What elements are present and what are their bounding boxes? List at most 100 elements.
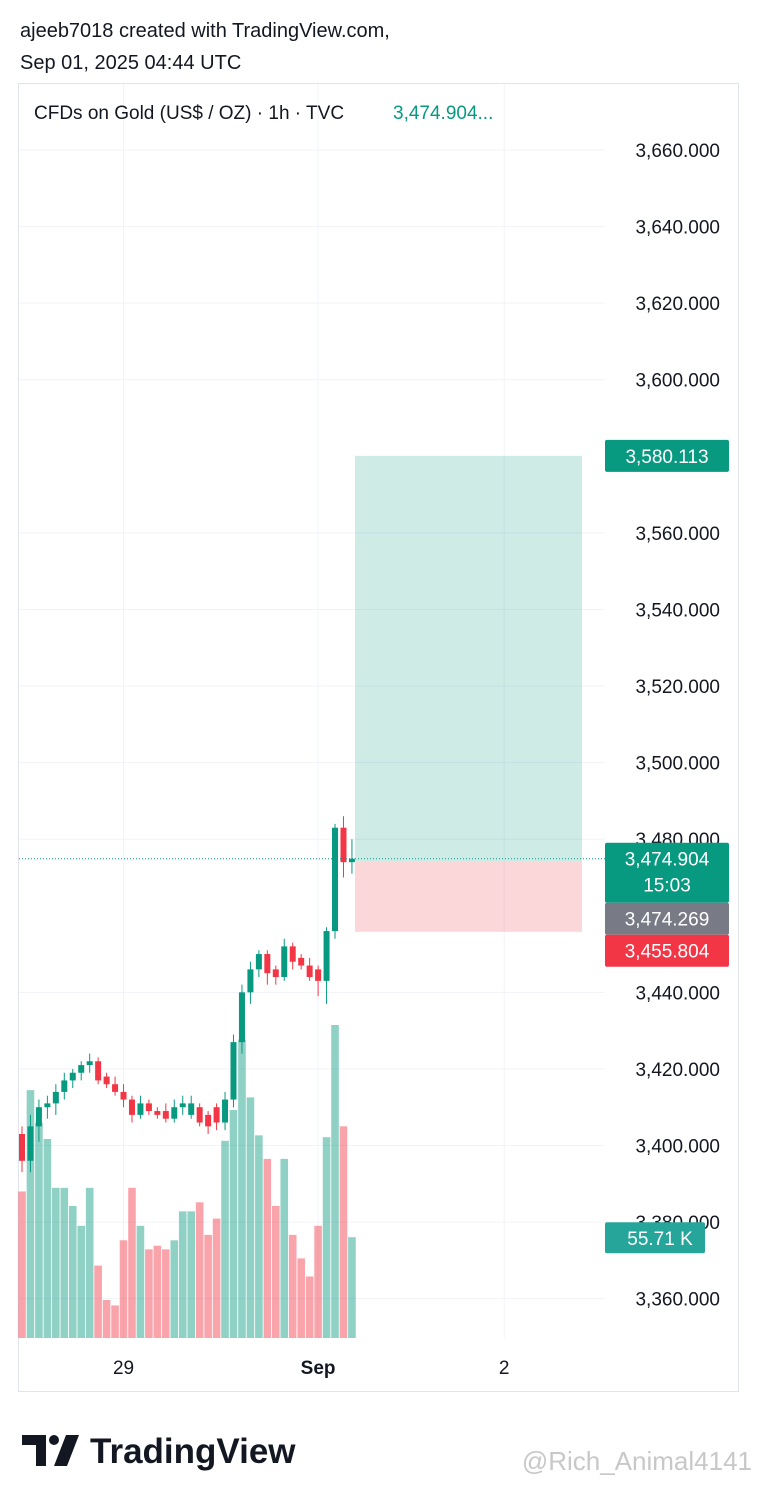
candle-body bbox=[213, 1107, 220, 1123]
volume-bar bbox=[162, 1249, 170, 1338]
candle-body bbox=[238, 992, 245, 1043]
brand-logo bbox=[22, 1435, 79, 1466]
candle-body bbox=[27, 1126, 34, 1161]
candle-body bbox=[289, 946, 296, 962]
volume-bar bbox=[195, 1202, 204, 1338]
candle-body bbox=[281, 946, 288, 978]
volume-bar bbox=[111, 1305, 119, 1338]
volume-bar bbox=[348, 1237, 356, 1338]
volume-label-box bbox=[605, 1222, 705, 1254]
volume-bar bbox=[272, 1205, 280, 1338]
entry-label-text: 3,474.269 bbox=[625, 910, 710, 931]
y-tick-label: 3,360.000 bbox=[635, 1290, 720, 1311]
volume-bar bbox=[263, 1158, 272, 1338]
candle-body bbox=[332, 827, 339, 932]
stop-zone bbox=[355, 861, 582, 932]
candle-body bbox=[61, 1080, 68, 1092]
volume-bar bbox=[68, 1205, 77, 1338]
chart-frame bbox=[18, 83, 739, 1392]
volume-bar bbox=[178, 1211, 187, 1338]
candle-body bbox=[340, 827, 347, 863]
candle-body bbox=[95, 1061, 102, 1081]
watermark: @Rich_Animal4141 bbox=[522, 1446, 752, 1476]
volume-label: 55.71 K bbox=[627, 1229, 693, 1250]
volume-bar bbox=[60, 1187, 69, 1338]
candle-body bbox=[86, 1061, 93, 1066]
volume-bar bbox=[153, 1245, 162, 1338]
target-label-box bbox=[605, 439, 729, 472]
candle-body bbox=[78, 1065, 85, 1073]
candle-body bbox=[179, 1103, 186, 1108]
last-price-label-box bbox=[605, 842, 729, 903]
candle-body bbox=[19, 1134, 25, 1161]
y-tick-label: 3,500.000 bbox=[635, 754, 720, 775]
volume-bar bbox=[229, 1110, 238, 1338]
candle-body bbox=[154, 1111, 161, 1115]
last-price-label-text: 15:03 bbox=[643, 876, 691, 897]
candle-body bbox=[44, 1103, 51, 1108]
volume-bar bbox=[102, 1300, 111, 1338]
volume-bar bbox=[297, 1258, 305, 1338]
candle-body bbox=[306, 965, 313, 978]
volume-bar bbox=[35, 1122, 43, 1338]
legend-price: 3,474.904... bbox=[393, 103, 493, 124]
candle-body bbox=[264, 954, 271, 974]
volume-bar bbox=[77, 1225, 86, 1338]
candle-body bbox=[171, 1107, 178, 1119]
volume-bar bbox=[339, 1126, 348, 1338]
candle-body bbox=[35, 1107, 42, 1127]
y-tick-label: 3,560.000 bbox=[635, 524, 720, 545]
y-tick-label: 3,420.000 bbox=[635, 1060, 720, 1081]
volume-bar bbox=[85, 1187, 94, 1338]
x-tick-label: Sep bbox=[301, 1358, 336, 1379]
plot: 29Sep23,360.0003,380.0003,400.0003,420.0… bbox=[18, 84, 729, 1379]
candle-body bbox=[323, 931, 330, 981]
volume-bar bbox=[322, 1137, 331, 1338]
chart-title: CFDs on Gold (US$ / OZ) · 1h · TVC bbox=[34, 103, 344, 124]
brand-name: TradingView bbox=[90, 1432, 296, 1471]
candle-body bbox=[247, 969, 254, 993]
volume-bar bbox=[280, 1158, 289, 1338]
candle-body bbox=[128, 1099, 135, 1115]
y-tick-label: 3,640.000 bbox=[635, 218, 720, 239]
volume-bar bbox=[221, 1140, 229, 1338]
candle-body bbox=[112, 1084, 119, 1092]
target-label-text: 3,580.113 bbox=[625, 447, 708, 468]
volume-bar bbox=[170, 1240, 179, 1338]
candle-body bbox=[103, 1076, 110, 1085]
volume-bar bbox=[145, 1249, 153, 1338]
y-tick-label: 3,600.000 bbox=[635, 371, 720, 392]
y-tick-label: 3,620.000 bbox=[635, 294, 720, 315]
y-tick-label: 3,400.000 bbox=[635, 1136, 720, 1157]
volume-bar bbox=[288, 1234, 297, 1338]
candle-body bbox=[162, 1111, 169, 1119]
volume-bar bbox=[212, 1218, 221, 1338]
header-date: Sep 01, 2025 04:44 UTC bbox=[20, 52, 241, 74]
candle-body bbox=[145, 1103, 152, 1112]
volume-bar bbox=[204, 1234, 212, 1338]
header-line: ajeeb7018 created with TradingView.com, bbox=[20, 20, 390, 42]
volume-bar bbox=[331, 1025, 339, 1338]
candle-body bbox=[69, 1072, 76, 1081]
stop-label-text: 3,455.804 bbox=[625, 942, 710, 963]
candle-body bbox=[348, 858, 355, 863]
candle-body bbox=[137, 1103, 144, 1115]
volume-bar bbox=[314, 1225, 322, 1338]
volume-bar bbox=[246, 1097, 255, 1338]
y-tick-label: 3,440.000 bbox=[635, 983, 720, 1004]
volume-bar bbox=[119, 1240, 128, 1338]
volume-bar bbox=[26, 1090, 35, 1338]
x-tick-label: 2 bbox=[499, 1358, 510, 1379]
volume-bar bbox=[128, 1187, 136, 1338]
y-tick-label: 3,540.000 bbox=[635, 600, 720, 621]
volume-bar bbox=[136, 1225, 145, 1338]
volume-bar bbox=[52, 1187, 60, 1338]
volume-bar bbox=[238, 1039, 246, 1338]
candle-body bbox=[205, 1114, 212, 1127]
volume-bar bbox=[94, 1265, 102, 1338]
volume-bar bbox=[187, 1211, 195, 1338]
candle-body bbox=[188, 1103, 195, 1115]
stop-label-box bbox=[605, 934, 729, 967]
candle-body bbox=[52, 1091, 59, 1104]
